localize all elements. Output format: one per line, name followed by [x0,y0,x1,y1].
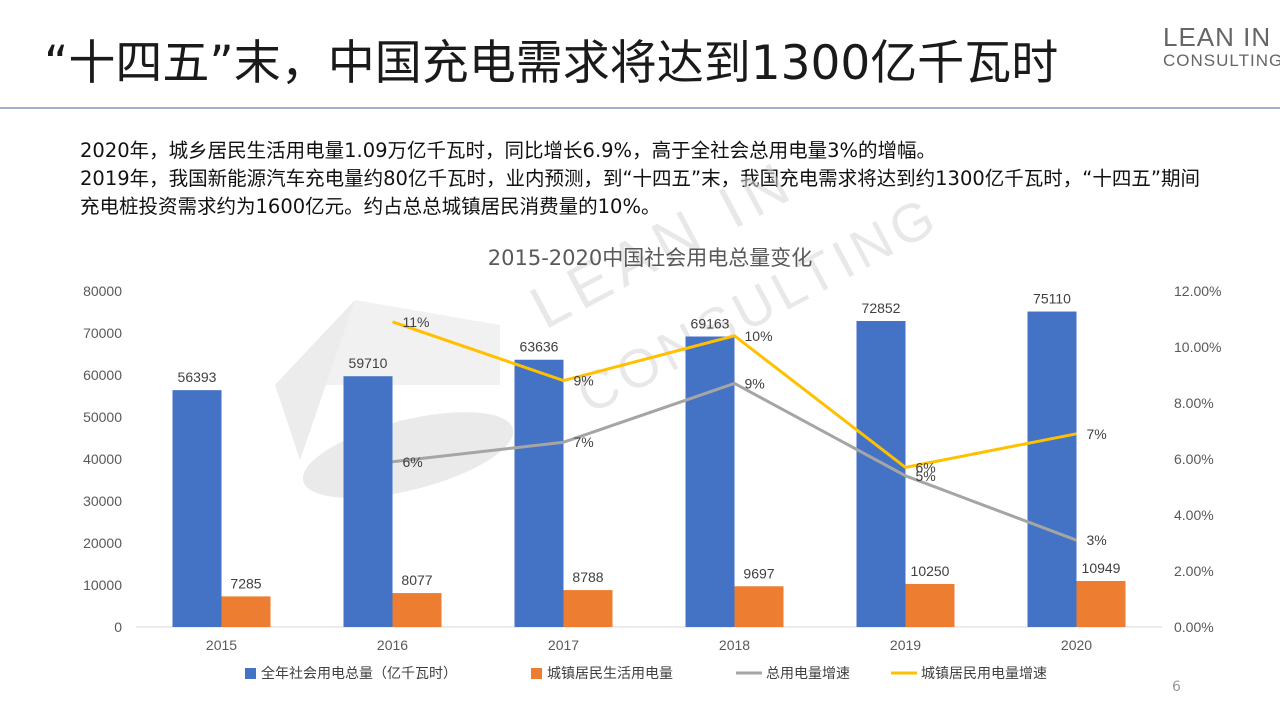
bar-data-label: 56393 [178,369,217,385]
summary-text: 2020年，城乡居民生活用电量1.09万亿千瓦时，同比增长6.9%，高于全社会总… [80,137,1210,221]
bar-data-label: 7285 [230,575,261,591]
line-data-label: 6% [403,454,423,470]
slide-title: “十四五”末，中国充电需求将达到1300亿千瓦时 [44,36,1059,91]
left-axis-tick: 50000 [83,409,122,425]
right-axis-tick: 8.00% [1174,395,1214,411]
bar-residential [734,586,784,627]
x-axis-tick: 2015 [206,637,237,653]
bar-data-label: 8788 [572,569,603,585]
right-axis-tick: 12.00% [1174,283,1221,299]
right-axis: 0.00% 2.00% 4.00% 6.00% 8.00% 10.00% 12.00% [1174,283,1221,635]
line-data-label: 7% [1087,426,1107,442]
legend-label: 全年社会用电总量（亿千瓦时） [261,665,457,682]
left-axis-tick: 40000 [83,451,122,467]
x-axis-tick: 2016 [377,637,408,653]
line-data-label: 3% [1087,532,1107,548]
bar-data-label: 75110 [1033,291,1071,307]
right-axis-tick: 2.00% [1174,563,1214,579]
chart-title: 2015-2020中国社会用电总量变化 [488,246,812,270]
bar-residential [1076,581,1126,627]
bar-total [1027,311,1077,627]
right-axis-tick: 10.00% [1174,339,1221,355]
chart-legend: 全年社会用电总量（亿千瓦时） 城镇居民生活用电量 总用电量增速 城镇居民用电量增速 [245,665,1047,682]
legend-swatch [531,668,542,679]
summary-line-1: 2020年，城乡居民生活用电量1.09万亿千瓦时，同比增长6.9%，高于全社会总… [80,139,937,162]
legend-label: 城镇居民生活用电量 [547,666,673,682]
right-axis-tick: 0.00% [1174,619,1214,635]
bar-residential [221,596,271,627]
company-logo: LEAN IN CONSULTING [1163,22,1280,70]
bar-data-label: 8077 [401,572,432,588]
line-data-label: 6% [916,459,936,475]
bar-total [172,390,222,627]
logo-line-2: CONSULTING [1163,51,1280,70]
legend-label: 城镇居民用电量增速 [921,666,1047,682]
bar-total [343,376,393,627]
x-axis: 2015 2016 2017 2018 2019 2020 [206,637,1092,653]
legend-swatch [245,668,256,679]
left-axis-tick: 10000 [83,577,122,593]
left-axis: 0 10000 20000 30000 40000 50000 60000 70000 8000… [83,283,122,635]
right-axis-tick: 6.00% [1174,451,1214,467]
title-divider [0,107,1280,109]
left-axis-tick: 70000 [83,325,122,341]
legend-label: 总用电量增速 [766,666,850,682]
x-axis-tick: 2017 [548,637,579,653]
line-data-label: 9% [574,373,594,389]
left-axis-tick: 30000 [83,493,122,509]
summary-line-2: 2019年，我国新能源汽车充电量约80亿千瓦时，业内预测，到“十四五”末，我国充… [80,167,1200,218]
bar-total [514,359,564,627]
right-axis-tick: 4.00% [1174,507,1214,523]
bar-series: 56393 59710 63636 69163 72852 75110 7285 8077 87… [172,291,1126,627]
bar-residential [392,593,442,627]
logo-line-1: LEAN IN [1163,22,1272,52]
line-data-label: 9% [745,375,765,391]
bar-data-label: 69163 [691,316,730,332]
page-number: 6 [1172,679,1181,695]
bar-total [685,336,735,627]
bar-residential [905,583,955,627]
left-axis-tick: 0 [114,619,122,635]
line-data-label: 11% [403,314,430,330]
line-total-growth [392,381,1078,542]
left-axis-tick: 20000 [83,535,122,551]
bar-data-label: 63636 [520,339,559,355]
x-axis-tick: 2020 [1061,637,1092,653]
line-series: 6% 7% 9% 5% 3% 11% 9% 10% 6% 7% [392,314,1107,548]
bar-data-label: 9697 [743,565,774,581]
line-residential-growth [392,320,1077,469]
left-axis-tick: 60000 [83,367,122,383]
bar-data-label: 72852 [862,300,901,316]
bar-total [856,321,906,627]
watermark-mark-side [275,300,355,460]
bar-data-label: 59710 [349,355,388,371]
line-data-label: 7% [574,434,594,450]
x-axis-tick: 2019 [890,637,921,653]
bar-residential [563,590,613,627]
line-data-label: 5% [916,468,936,484]
line-data-label: 10% [745,328,773,344]
bar-data-label: 10250 [911,563,950,579]
x-axis-tick: 2018 [719,637,750,653]
left-axis-tick: 80000 [83,283,122,299]
bar-data-label: 10949 [1082,560,1121,576]
